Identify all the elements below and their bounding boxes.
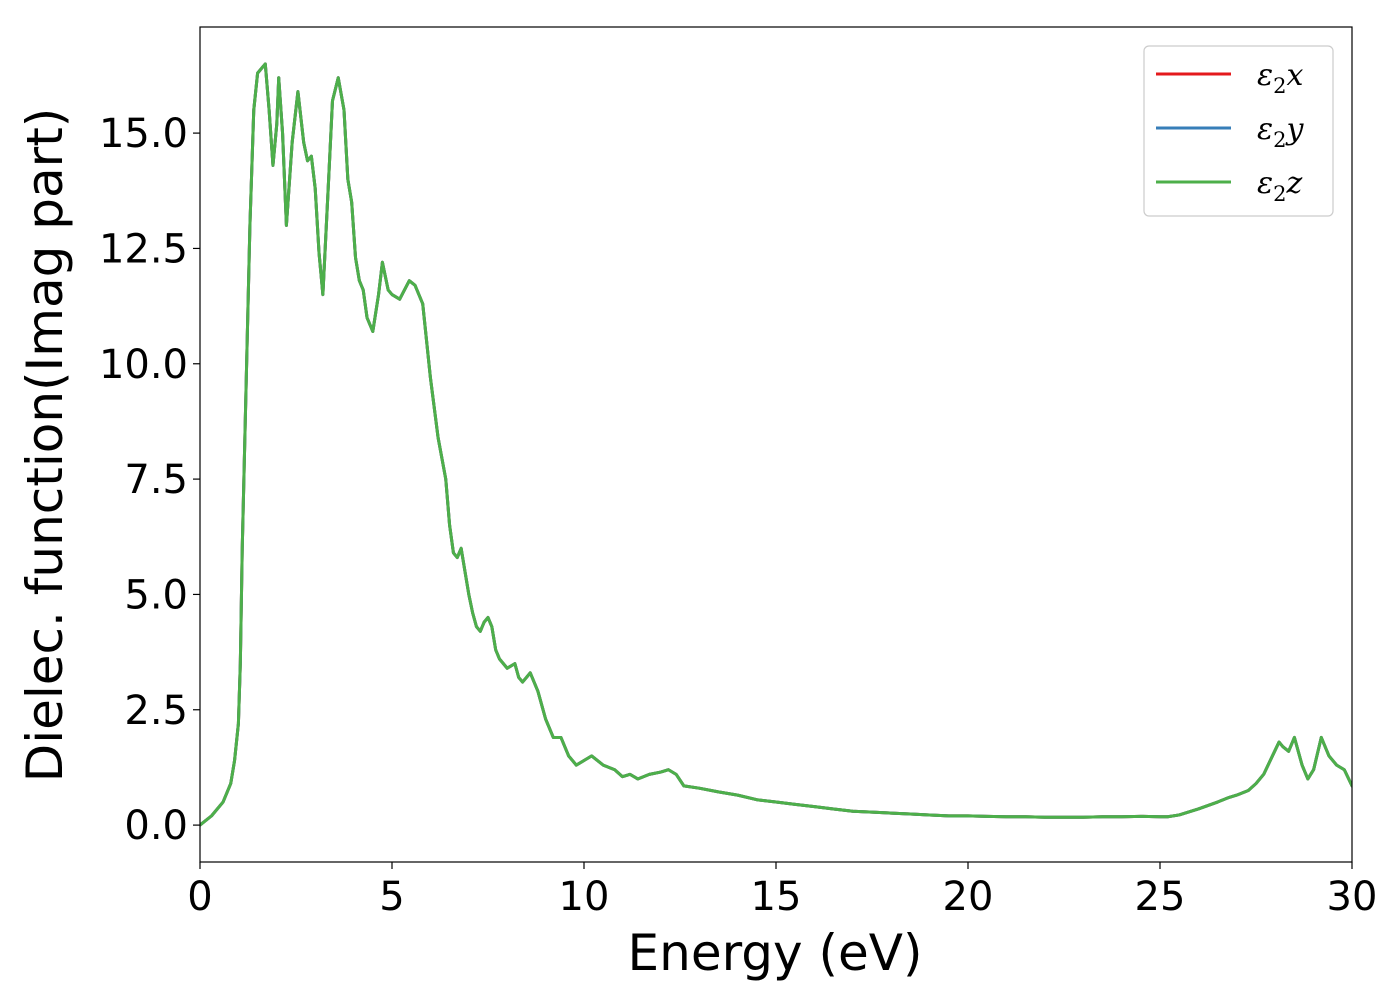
legend: ε2x ε2y ε2z: [1143, 45, 1334, 217]
x-tick-label: 15: [751, 874, 802, 920]
x-tick-label: 25: [1135, 874, 1186, 920]
legend-label-y: ε2y: [1257, 112, 1304, 152]
y-tick-label: 15.0: [99, 111, 188, 157]
legend-label-z: ε2z: [1257, 166, 1302, 206]
y-tick-label: 0.0: [124, 803, 188, 849]
y-axis-label: Dielec. function(Imag part): [16, 108, 74, 783]
y-tick-label: 5.0: [124, 572, 188, 618]
legend-label-x: ε2x: [1257, 58, 1303, 98]
y-tick-label: 10.0: [99, 342, 188, 388]
y-tick-label: 2.5: [124, 688, 188, 734]
series-line-z: [200, 62, 1352, 827]
x-tick-label: 0: [187, 874, 212, 920]
y-tick-label: 7.5: [124, 457, 188, 503]
y-axis-ticks: 0.0 2.5 5.0 7.5 10.0 12.5 15.0: [99, 111, 200, 849]
x-tick-label: 30: [1327, 874, 1378, 920]
plot-area: [199, 26, 1353, 863]
x-tick-label: 10: [559, 874, 610, 920]
legend-box: [1143, 45, 1334, 217]
x-axis-ticks: 0 5 10 15 20 25 30: [187, 862, 1377, 920]
y-tick-label: 12.5: [99, 226, 188, 272]
x-tick-label: 5: [379, 874, 404, 920]
x-axis-label: Energy (eV): [628, 924, 923, 982]
x-tick-label: 20: [943, 874, 994, 920]
